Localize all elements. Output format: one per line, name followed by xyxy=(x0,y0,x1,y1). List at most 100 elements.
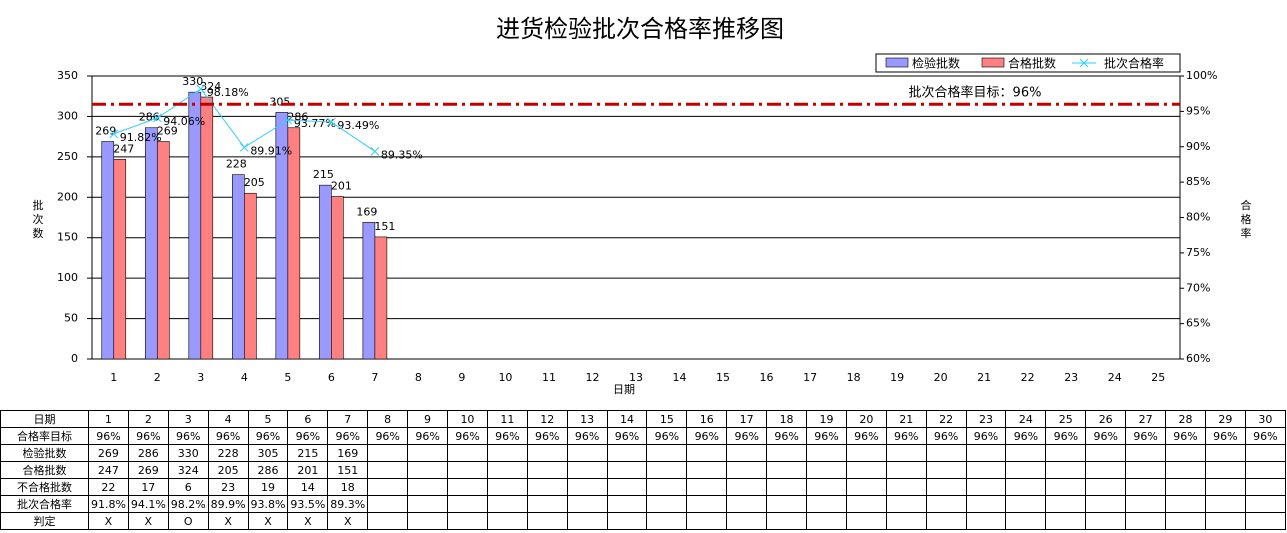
table-cell xyxy=(925,444,967,462)
data-label: 93.77% xyxy=(294,117,336,130)
bar xyxy=(200,96,214,360)
table-cell: 151 xyxy=(327,461,369,479)
table-cell: X xyxy=(127,512,169,530)
data-label: 151 xyxy=(374,220,395,233)
table-cell xyxy=(1085,512,1127,530)
table-cell: X xyxy=(287,512,329,530)
table-cell: 228 xyxy=(207,444,249,462)
y-tick-label: 250 xyxy=(57,150,78,163)
table-cell xyxy=(845,461,887,479)
table-cell xyxy=(885,512,927,530)
table-cell xyxy=(1005,512,1047,530)
x-tick-label: 19 xyxy=(890,371,904,384)
table-cell xyxy=(367,478,409,496)
data-label: 169 xyxy=(356,205,377,218)
table-cell: 23 xyxy=(965,410,1007,428)
table-cell xyxy=(686,495,728,513)
x-tick-label: 20 xyxy=(934,371,948,384)
table-cell xyxy=(965,478,1007,496)
table-cell: 21 xyxy=(885,410,927,428)
table-cell: 96% xyxy=(686,427,728,445)
table-cell: 96% xyxy=(367,427,409,445)
bar xyxy=(319,184,332,360)
table-cell xyxy=(1045,478,1087,496)
table-cell: 12 xyxy=(526,410,568,428)
target-label: 批次合格率目标：96% xyxy=(909,85,1042,101)
table-cell: 17 xyxy=(726,410,768,428)
table-cell: 96% xyxy=(606,427,648,445)
table-row: 判定 X X O X X X X xyxy=(0,512,1287,530)
table-cell xyxy=(447,512,488,530)
bar xyxy=(101,141,115,360)
table-cell: 96% xyxy=(486,427,528,445)
table-cell: 96% xyxy=(925,427,967,445)
y2-tick-label: 60% xyxy=(1186,352,1210,365)
table-cell: 24 xyxy=(1005,410,1047,428)
table-cell xyxy=(1125,444,1167,462)
table-cell xyxy=(845,512,887,530)
table-cell: 96% xyxy=(407,427,448,445)
table-cell xyxy=(766,478,808,496)
table-cell xyxy=(766,495,808,513)
table-cell: 25 xyxy=(1045,410,1087,428)
table-cell: 91.8% xyxy=(87,495,129,513)
table-cell xyxy=(1085,461,1127,479)
table-cell xyxy=(1085,444,1127,462)
table-cell xyxy=(447,444,488,462)
table-cell: 22 xyxy=(87,478,129,496)
legend-swatch xyxy=(885,57,909,68)
table-cell xyxy=(845,444,887,462)
table-cell: 89.9% xyxy=(207,495,249,513)
line-marker xyxy=(370,146,380,156)
data-label: 98.18% xyxy=(207,86,249,99)
table-cell: 8 xyxy=(367,410,409,428)
table-cell xyxy=(766,461,808,479)
table-cell: 96% xyxy=(127,427,169,445)
table-cell: 269 xyxy=(127,461,169,479)
y2-tick-label: 85% xyxy=(1186,175,1210,188)
table-cell xyxy=(726,512,768,530)
table-cell: 96% xyxy=(1204,427,1246,445)
table-cell: 98.2% xyxy=(167,495,209,513)
bar xyxy=(287,127,301,360)
table-cell xyxy=(407,461,448,479)
table-cell xyxy=(566,478,608,496)
table-cell xyxy=(686,478,728,496)
bar xyxy=(232,174,245,360)
table-cell xyxy=(367,495,409,513)
table-cell: 96% xyxy=(526,427,568,445)
x-tick-label: 2 xyxy=(154,371,161,384)
data-label: 89.35% xyxy=(381,148,423,161)
table-cell: 330 xyxy=(167,444,209,462)
table-cell xyxy=(486,478,528,496)
table-cell xyxy=(965,444,1007,462)
x-tick-label: 8 xyxy=(415,371,422,384)
data-label: 89.91% xyxy=(250,144,292,157)
table-cell xyxy=(885,495,927,513)
table-cell xyxy=(766,444,808,462)
x-tick-label: 12 xyxy=(585,371,599,384)
axis-title: 批次数 xyxy=(33,198,44,240)
table-cell xyxy=(1204,495,1246,513)
table-cell: 19 xyxy=(806,410,847,428)
table-cell: 29 xyxy=(1204,410,1246,428)
x-tick-label: 18 xyxy=(847,371,861,384)
y2-tick-label: 70% xyxy=(1186,281,1210,294)
table-cell: 305 xyxy=(247,444,289,462)
table-cell: 5 xyxy=(247,410,289,428)
table-cell: 96% xyxy=(207,427,249,445)
table-cell xyxy=(646,512,688,530)
y2-tick-label: 75% xyxy=(1186,246,1210,259)
x-axis-title: 日期 xyxy=(613,383,635,396)
data-label: 228 xyxy=(226,158,247,171)
table-cell xyxy=(925,512,967,530)
data-label: 330 xyxy=(182,75,203,88)
table-cell xyxy=(1204,444,1246,462)
table-cell: 215 xyxy=(287,444,329,462)
table-cell: 19 xyxy=(247,478,289,496)
table-cell: 96% xyxy=(1005,427,1047,445)
table-cell: 14 xyxy=(606,410,648,428)
table-cell xyxy=(566,444,608,462)
table-cell: 96% xyxy=(247,427,289,445)
x-tick-label: 13 xyxy=(629,371,643,384)
